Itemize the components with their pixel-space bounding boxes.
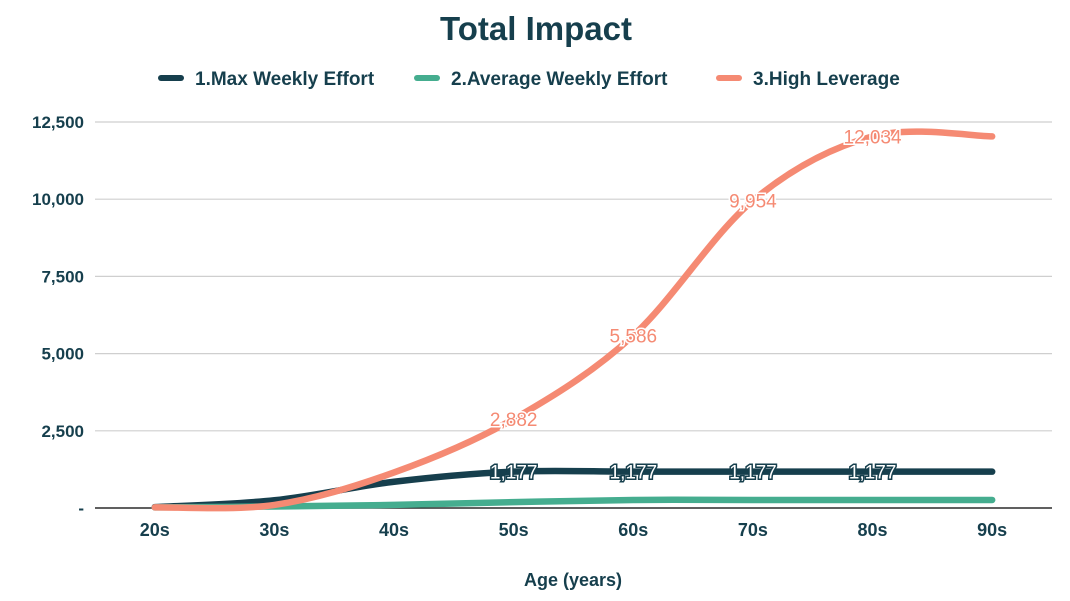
data-labels: 1,177 1,177 1,177 1,177 2,882 5,586 9,954 12,03… [488, 126, 903, 485]
data-label: 12,034 [844, 127, 903, 148]
legend-label: 2.Average Weekly Effort [451, 69, 668, 90]
chart-title: Total Impact [440, 10, 632, 47]
y-tick-label: 5,000 [41, 345, 84, 364]
data-label: 9,954 [729, 192, 777, 213]
x-tick-label: 20s [140, 520, 170, 540]
series-line [151, 128, 996, 512]
x-axis-title: Age (years) [524, 570, 622, 590]
x-tick-label: 60s [618, 520, 648, 540]
x-tick-label: 80s [858, 520, 888, 540]
y-axis-ticks: - 2,500 5,000 7,500 10,000 12,500 [32, 113, 84, 518]
data-label: 1,177 [849, 463, 897, 484]
data-label: 1,177 [490, 463, 538, 484]
x-tick-label: 70s [738, 520, 768, 540]
x-tick-label: 40s [379, 520, 409, 540]
y-tick-label: - [78, 499, 84, 518]
series-line [151, 467, 996, 511]
data-label: 1,177 [729, 463, 777, 484]
y-tick-label: 12,500 [32, 113, 84, 132]
y-tick-label: 10,000 [32, 190, 84, 209]
y-tick-label: 7,500 [41, 267, 84, 286]
x-tick-label: 30s [259, 520, 289, 540]
x-tick-label: 50s [499, 520, 529, 540]
x-tick-label: 90s [977, 520, 1007, 540]
series-lines [151, 128, 996, 512]
data-label: 2,882 [490, 410, 538, 431]
legend: 1.Max Weekly Effort 2.Average Weekly Effo… [158, 69, 900, 90]
gridlines [95, 121, 1052, 432]
legend-label: 3.High Leverage [753, 69, 900, 90]
series-line [151, 496, 996, 511]
x-axis-ticks: 20s 30s 40s 50s 60s 70s 80s 90s [140, 520, 1007, 540]
legend-label: 1.Max Weekly Effort [195, 69, 375, 90]
y-tick-label: 2,500 [41, 422, 84, 441]
data-label: 1,177 [610, 463, 658, 484]
data-label: 5,586 [610, 327, 658, 348]
